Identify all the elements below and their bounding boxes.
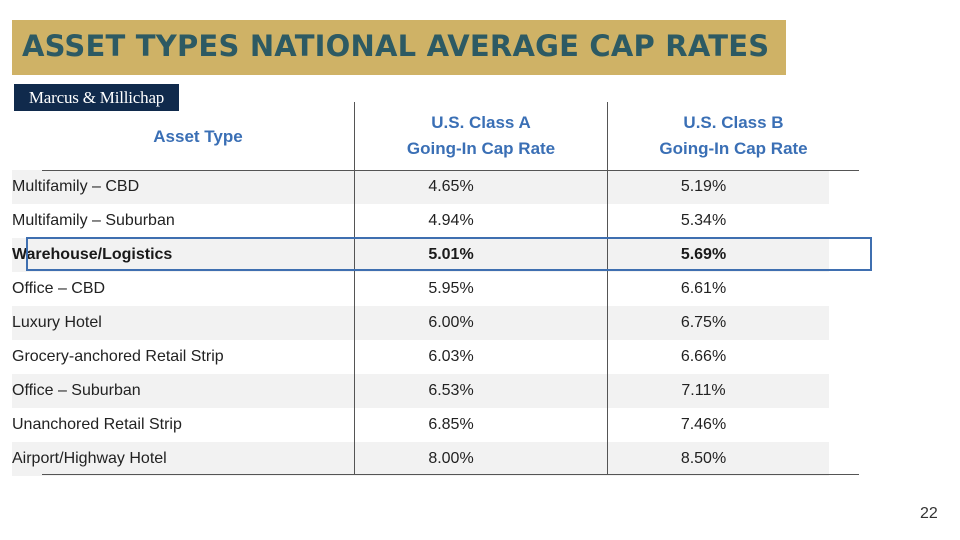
asset-type-cell: Multifamily – CBD [12, 178, 140, 195]
asset-type-cell: Airport/Highway Hotel [12, 450, 167, 467]
class-b-rate-cell: 6.66% [680, 348, 727, 365]
table-row: Luxury Hotel 6.00% 6.75% [12, 306, 829, 340]
company-logo: Marcus & Millichap [14, 84, 179, 111]
class-a-rate-cell: 6.53% [428, 382, 474, 399]
table-row: Airport/Highway Hotel 8.00% 8.50% [12, 442, 829, 476]
table-row: Unanchored Retail Strip 6.85% 7.46% [12, 408, 829, 442]
table-bottom-border [42, 474, 859, 475]
table-row: Grocery-anchored Retail Strip 6.03% 6.66… [12, 340, 829, 374]
asset-type-cell: Multifamily – Suburban [12, 212, 175, 229]
title-bar [12, 20, 786, 75]
class-a-rate-cell: 4.65% [428, 178, 474, 195]
header-asset-type: Asset Type [153, 127, 243, 146]
header-class-b-line2: Going-In Cap Rate [659, 139, 808, 158]
table-row: Office – CBD 5.95% 6.61% [12, 272, 829, 306]
asset-type-cell: Grocery-anchored Retail Strip [12, 348, 224, 365]
class-a-rate-cell: 5.01% [428, 246, 474, 263]
header-class-b-line1: U.S. Class B [683, 113, 784, 132]
class-b-rate-cell: 5.34% [680, 212, 727, 229]
header-class-a: U.S. Class A Going-In Cap Rate [354, 110, 608, 162]
header-class-a-line2: Going-In Cap Rate [406, 139, 556, 158]
class-b-rate-cell: 5.69% [680, 246, 727, 263]
table-row: Multifamily – Suburban 4.94% 5.34% [12, 204, 829, 238]
asset-type-cell: Warehouse/Logistics [12, 246, 173, 263]
class-a-rate-cell: 4.94% [428, 212, 474, 229]
header-class-b: U.S. Class B Going-In Cap Rate [608, 110, 859, 162]
class-b-rate-cell: 8.50% [680, 450, 727, 467]
column-divider [607, 102, 608, 474]
class-a-rate-cell: 5.95% [428, 280, 474, 297]
asset-type-cell: Luxury Hotel [12, 314, 102, 331]
header-divider [42, 170, 859, 171]
asset-type-cell: Unanchored Retail Strip [12, 416, 182, 433]
slide-title: ASSET TYPES NATIONAL AVERAGE CAP RATES [22, 29, 770, 63]
table-row: Multifamily – CBD 4.65% 5.19% [12, 170, 829, 204]
table-row: Office – Suburban 6.53% 7.11% [12, 374, 829, 408]
class-b-rate-cell: 7.46% [680, 416, 727, 433]
column-divider [354, 102, 355, 474]
class-b-rate-cell: 7.11% [681, 382, 726, 399]
highlight-box [26, 237, 872, 271]
class-a-rate-cell: 6.85% [428, 416, 474, 433]
class-a-rate-cell: 6.03% [428, 348, 474, 365]
asset-type-cell: Office – CBD [12, 280, 106, 297]
class-a-rate-cell: 8.00% [428, 450, 474, 467]
page-number: 22 [920, 505, 938, 522]
asset-type-cell: Office – Suburban [12, 382, 141, 399]
class-b-rate-cell: 6.75% [680, 314, 727, 331]
header-class-a-line1: U.S. Class A [431, 113, 531, 132]
class-b-rate-cell: 5.19% [680, 178, 727, 195]
class-a-rate-cell: 6.00% [428, 314, 474, 331]
table-row-highlighted: Warehouse/Logistics 5.01% 5.69% [12, 238, 829, 272]
class-b-rate-cell: 6.61% [680, 280, 727, 297]
